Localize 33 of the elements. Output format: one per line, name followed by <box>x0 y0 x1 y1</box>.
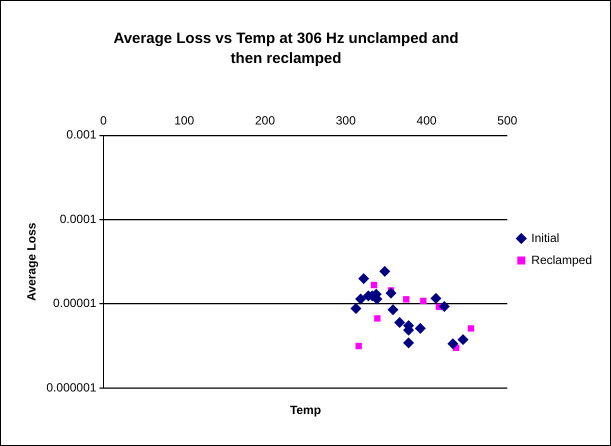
point <box>420 298 426 304</box>
point <box>414 322 426 334</box>
x-tick-label: 400 <box>416 114 437 128</box>
point <box>430 292 442 304</box>
point <box>468 325 474 332</box>
point <box>458 334 469 346</box>
x-axis-title: Temp <box>288 403 322 417</box>
point <box>355 294 366 305</box>
y-axis-title: Average Loss <box>24 222 39 301</box>
y-tick-label: 0.000001 <box>46 380 97 394</box>
x-tick-label: 100 <box>174 114 195 128</box>
point <box>385 288 396 299</box>
point <box>388 304 399 316</box>
y-tick-label: 0.001 <box>66 128 97 142</box>
point <box>379 266 390 277</box>
x-tick-label: 0 <box>100 114 108 128</box>
x-tick-label: 200 <box>254 114 276 128</box>
point <box>358 273 370 284</box>
x-tick-label: 300 <box>336 114 356 128</box>
point <box>374 315 381 322</box>
point <box>403 337 414 348</box>
legend-label: Reclamped <box>531 252 592 267</box>
point <box>350 302 362 314</box>
point <box>447 338 458 350</box>
point <box>403 296 410 303</box>
point <box>438 300 450 312</box>
y-tick-label: 0.00001 <box>53 296 97 310</box>
point <box>356 342 362 350</box>
y-tick-label: 0.0001 <box>60 212 97 226</box>
x-tick-label: 500 <box>497 114 518 128</box>
point <box>394 316 406 328</box>
chart-title: Average Loss vs Temp at 306 Hz unclamped and then reclamped <box>112 29 460 69</box>
legend-label: Initial <box>531 230 560 245</box>
